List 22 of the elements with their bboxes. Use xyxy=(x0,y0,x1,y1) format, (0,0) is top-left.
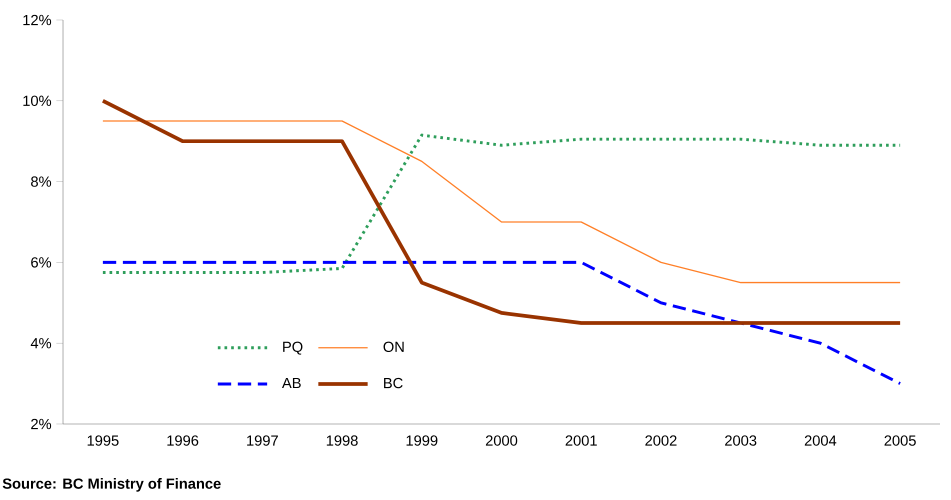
x-tick-label: 2002 xyxy=(645,435,677,446)
y-tick-label: 6% xyxy=(31,257,52,268)
y-tick-label: 2% xyxy=(31,418,52,430)
legend-label: PQ xyxy=(283,342,302,355)
x-tick-label: 2000 xyxy=(486,435,518,446)
y-tick-label: 12% xyxy=(23,14,52,26)
x-tick-label: 2001 xyxy=(566,435,597,446)
legend-label: AB xyxy=(282,378,301,388)
x-tick-label: 1995 xyxy=(88,435,119,446)
y-tick-label: 4% xyxy=(30,338,52,348)
legend-label: ON xyxy=(384,342,404,352)
x-tick-label: 1997 xyxy=(247,435,278,446)
x-tick-label: 1998 xyxy=(326,435,358,446)
x-tick-label: 1996 xyxy=(167,435,198,446)
x-tick-label: 2005 xyxy=(884,435,916,446)
y-tick-label: 8% xyxy=(31,176,52,187)
legend-label: BC xyxy=(384,378,403,388)
y-tick-label: 10% xyxy=(23,96,52,106)
x-tick-label: 2003 xyxy=(725,435,756,446)
x-tick-label: 2004 xyxy=(804,435,836,446)
x-tick-label: 1999 xyxy=(406,435,438,446)
source-note: Source: BC Ministry of Finance xyxy=(2,478,221,492)
